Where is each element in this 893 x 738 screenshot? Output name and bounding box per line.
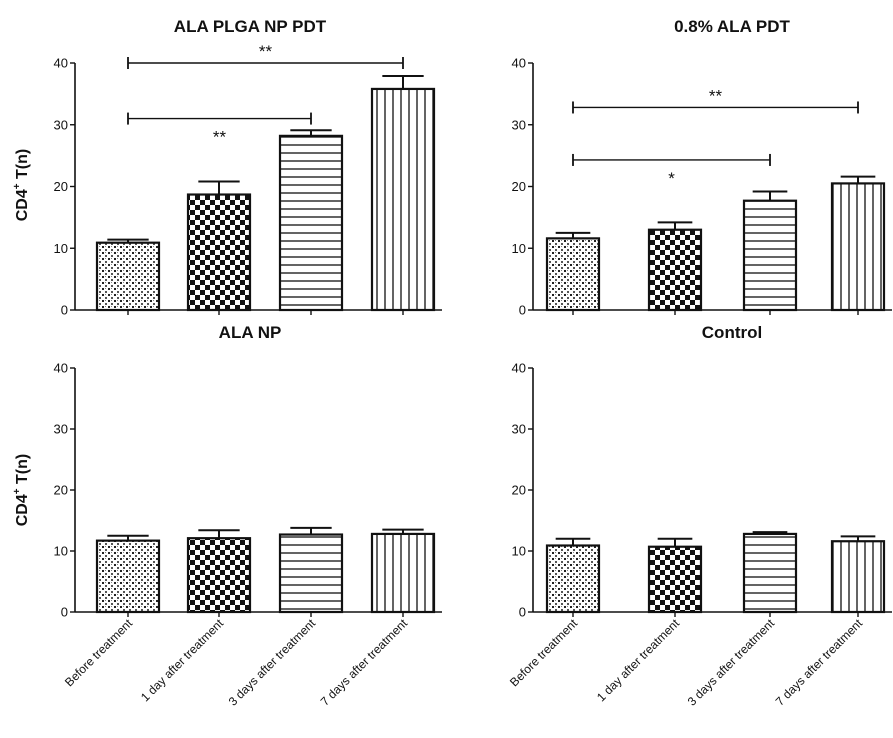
y-tick-label: 20 [54,179,68,194]
y-tick-label: 20 [512,179,526,194]
bar-3-days-after-treatment [742,532,798,614]
x-tick-label: 3 days after treatment [685,616,778,709]
y-tick-label: 30 [54,117,68,132]
y-tick-label: 0 [61,605,68,620]
y-tick-label: 40 [512,361,526,376]
y-tick-label: 20 [54,483,68,498]
bar-3-days-after-treatment [742,199,798,312]
y-tick-label: 40 [512,56,526,71]
chart-title: Control [702,323,762,342]
x-tick-label: 1 day after treatment [594,616,683,705]
bar-1-day-after-treatment [186,193,252,312]
bar-3-days-after-treatment [278,533,344,614]
bar-1-day-after-treatment [647,545,703,614]
y-tick-label: 40 [54,56,68,71]
significance-label: ** [259,42,273,61]
y-tick-label: 30 [54,422,68,437]
x-tick-label: 7 days after treatment [318,616,411,709]
significance-label: ** [709,86,723,105]
y-axis-label-bottom: CD4+ T(n) [12,454,31,527]
chart-title: 0.8% ALA PDT [674,17,790,36]
y-tick-label: 10 [54,241,68,256]
x-tick-label: 7 days after treatment [773,616,866,709]
y-tick-label: 20 [512,483,526,498]
panel-control: Control 0 10 20 30 40 Before treatment 1 day af… [507,323,892,709]
chart-title: ALA PLGA NP PDT [174,17,327,36]
bar-1-day-after-treatment [647,228,703,312]
y-tick-label: 10 [512,544,526,559]
bar-7-days-after-treatment [830,182,886,312]
panel-ala-plga-np-pdt: ALA PLGA NP PDT 0 10 20 30 40 ** ** [54,17,442,318]
bar-before-treatment [545,237,601,312]
y-tick-label: 30 [512,117,526,132]
y-tick-label: 10 [512,241,526,256]
significance-label: ** [213,128,227,147]
bar-7-days-after-treatment [370,87,436,312]
bar-1-day-after-treatment [186,537,252,614]
bar-7-days-after-treatment [830,540,886,614]
x-tick-label: Before treatment [62,616,136,690]
x-tick-label: 3 days after treatment [226,616,319,709]
y-axis-label-top: CD4+ T(n) [12,149,31,222]
panel-ala-np: ALA NP 0 10 20 30 40 Before treatment 1 day aft… [54,323,442,709]
bar-3-days-after-treatment [278,134,344,312]
y-tick-label: 10 [54,544,68,559]
bar-7-days-after-treatment [370,532,436,614]
x-tick-label: 1 day after treatment [138,616,227,705]
y-tick-label: 30 [512,422,526,437]
bar-before-treatment [545,544,601,614]
bar-before-treatment [95,241,161,312]
y-tick-label: 0 [519,303,526,318]
y-tick-label: 40 [54,361,68,376]
bar-before-treatment [95,539,161,614]
x-tick-label: Before treatment [507,616,581,690]
chart-title: ALA NP [219,323,282,342]
y-tick-label: 0 [61,303,68,318]
significance-label: * [668,169,675,188]
y-tick-label: 0 [519,605,526,620]
